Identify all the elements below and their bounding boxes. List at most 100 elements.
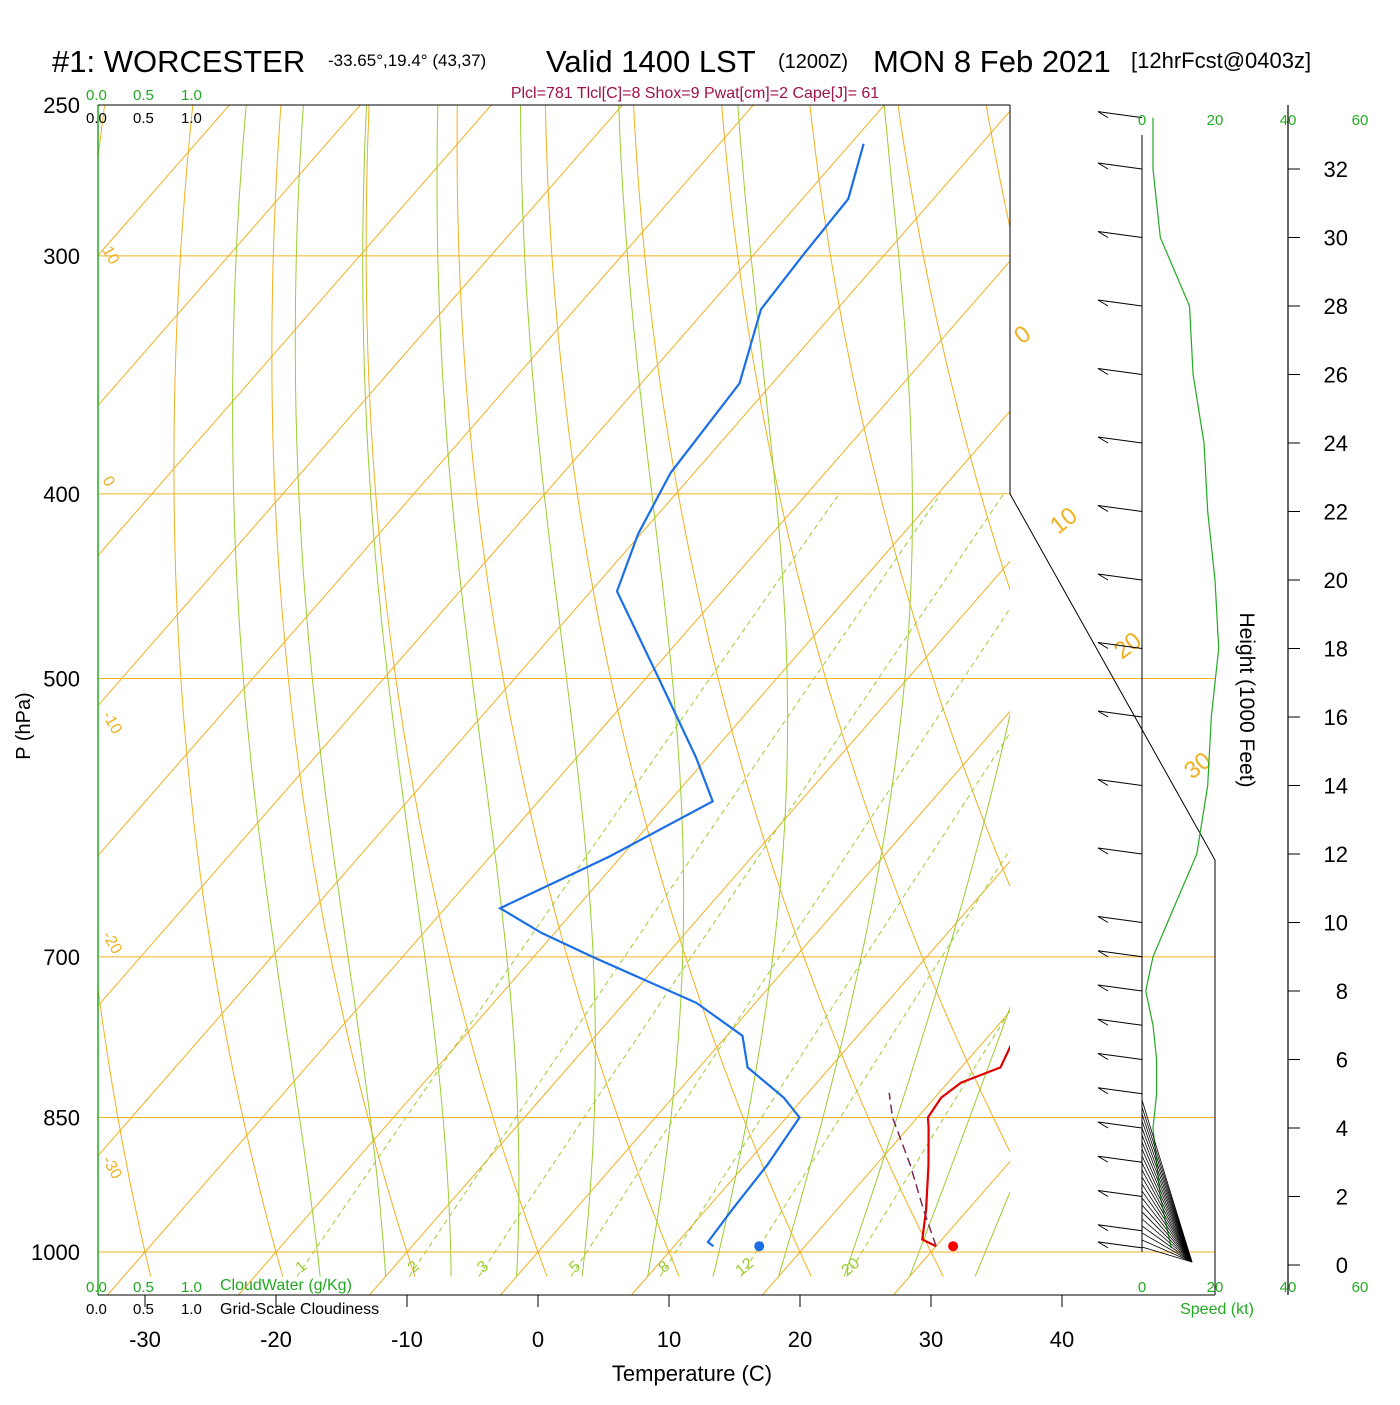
moist-adiabat-line — [436, 105, 520, 1277]
mixing-ratio-line — [570, 607, 1010, 1277]
wind-barb-lowlevel — [1141, 1232, 1193, 1263]
wind-barb-flag — [1097, 1190, 1109, 1197]
moist-adiabat-line — [909, 1006, 1010, 1277]
parcel-path — [888, 1092, 937, 1247]
wind-barb-flag — [1097, 1053, 1109, 1060]
isotherm-line — [98, 105, 361, 407]
wind-barb-lowlevel — [1141, 1155, 1193, 1263]
wind-barb-flag — [1097, 1121, 1109, 1129]
wind-barb-lowlevel — [1141, 1239, 1193, 1263]
moist-adiabat-line — [294, 105, 387, 1277]
wind-barb-lowlevel — [1141, 1197, 1193, 1263]
cloudiness-scale-bottom-1: 0.5 — [133, 1301, 154, 1318]
speed-tick-bottom-1: 20 — [1207, 1279, 1224, 1296]
height-tick-label: 10 — [1324, 911, 1348, 936]
height-axis-label: Height (1000 Feet) — [1235, 612, 1258, 787]
wind-barb-shaft — [1097, 111, 1143, 119]
wind-barb-flag — [1097, 642, 1109, 649]
dry-adiabat-line — [544, 105, 812, 1277]
dry-adiabat-line — [721, 105, 1010, 1154]
dry-adiabat-line — [1329, 71, 1400, 1276]
dry-adiabat-line — [98, 105, 152, 1277]
isotherm-line — [1155, 105, 1400, 1295]
wind-barb-flag — [1097, 847, 1109, 855]
wind-barb-shaft — [1097, 1121, 1143, 1129]
cloudiness-scale-top-2: 1.0 — [181, 110, 202, 127]
wind-barb-flag — [1097, 505, 1109, 512]
cloudiness-scale-bottom-0: 0.0 — [86, 1301, 107, 1318]
height-tick-label: 28 — [1324, 294, 1348, 319]
x-tick-label: -10 — [391, 1327, 423, 1352]
wind-barb-shaft — [1097, 162, 1143, 170]
pressure-tick-label: 850 — [43, 1106, 80, 1131]
wind-barb-flag — [1097, 710, 1109, 718]
mixing-ratio-line — [408, 493, 942, 1277]
cloudwater-scale-bottom-2: 1.0 — [181, 1279, 202, 1296]
wind-barb-lowlevel — [1141, 1225, 1193, 1263]
x-tick-label: 0 — [532, 1327, 544, 1352]
x-tick-label: 30 — [919, 1327, 943, 1352]
wind-barb-flag — [1097, 1155, 1109, 1163]
speed-tick-top-0: 0 — [1138, 112, 1146, 129]
wind-barb-flag — [1097, 231, 1109, 238]
moist-adiabat-line — [712, 105, 789, 1277]
wind-barb-flag — [1097, 573, 1109, 581]
forecast-info: [12hrFcst@0403z] — [1131, 48, 1311, 73]
wind-barb-shaft — [1097, 847, 1143, 855]
moist-adiabat-line — [974, 1190, 1010, 1277]
wind-barb-shaft — [1097, 1155, 1143, 1163]
wind-barb-flag — [1097, 984, 1109, 992]
height-tick-label: 2 — [1336, 1185, 1348, 1210]
isotherm-label: 0 — [1009, 320, 1036, 350]
wind-barb-flag — [1097, 1241, 1109, 1249]
wind-speed-curve — [1145, 117, 1220, 1249]
x-tick-label: 20 — [788, 1327, 812, 1352]
isotherm-label: 20 — [1109, 627, 1147, 665]
isotherm-line — [98, 105, 754, 857]
valid-date: MON 8 Feb 2021 — [873, 44, 1111, 79]
height-tick-label: 18 — [1324, 637, 1348, 662]
wind-barb-flag — [1097, 368, 1109, 375]
dry-adiabats: 100-10-20-30 — [0, 71, 1400, 1277]
wind-barb-shaft — [1097, 984, 1143, 992]
sounding-indices: Plcl=781 Tlcl[C]=8 Shox=9 Pwat[cm]=2 Cap… — [511, 85, 879, 102]
wind-barb-lowlevel — [1141, 1169, 1193, 1263]
wind-barb-flag — [1097, 950, 1109, 958]
wind-barb-lowlevel — [1141, 1204, 1193, 1263]
wind-barb-shaft — [1097, 779, 1143, 786]
wind-barb-flag — [1097, 1224, 1109, 1232]
wind-barb-shaft — [1097, 368, 1143, 375]
isotherm-line — [762, 1010, 1010, 1295]
isotherm-line — [631, 860, 1010, 1295]
wind-barb-shaft — [1097, 573, 1143, 581]
wind-barb-shaft — [1097, 710, 1143, 718]
cloudwater-scale-bottom-1: 0.5 — [133, 1279, 154, 1296]
dry-adiabat-line — [271, 105, 416, 1277]
dry-adiabat-line — [0, 71, 22, 1276]
speed-tick-bottom-0: 0 — [1138, 1279, 1146, 1296]
wind-barb-lowlevel — [1141, 1120, 1193, 1263]
wind-barb-shaft — [1097, 299, 1143, 307]
pressure-tick-label: 250 — [43, 93, 80, 118]
cloudiness-scale-top-0: 0.0 — [86, 110, 107, 127]
dry-adiabat-line — [1242, 71, 1400, 1276]
wind-barb-lowlevel — [1141, 1127, 1193, 1263]
profiles — [497, 143, 1010, 1252]
moist-adiabat-line — [618, 105, 685, 1277]
moist-adiabat-line — [362, 105, 452, 1277]
wind-barb-flag — [1097, 111, 1109, 119]
wind-barb-lowlevel — [1141, 1183, 1193, 1263]
dry-adiabat-line — [1155, 71, 1400, 1276]
dewpoint-profile — [497, 143, 865, 1248]
height-tick-label: 4 — [1336, 1116, 1348, 1141]
wind-barb-flag — [1097, 1087, 1109, 1095]
y-axis-label: P (hPa) — [13, 692, 35, 759]
height-tick-label: 20 — [1324, 568, 1348, 593]
x-tick-label: -30 — [129, 1327, 161, 1352]
station-title: #1: WORCESTER — [52, 44, 305, 79]
wind-barb-lowlevel — [1141, 1176, 1193, 1263]
wind-barb-shaft — [1097, 231, 1143, 238]
cloudiness-scale-bottom-2: 1.0 — [181, 1301, 202, 1318]
height-tick-label: 26 — [1324, 363, 1348, 388]
